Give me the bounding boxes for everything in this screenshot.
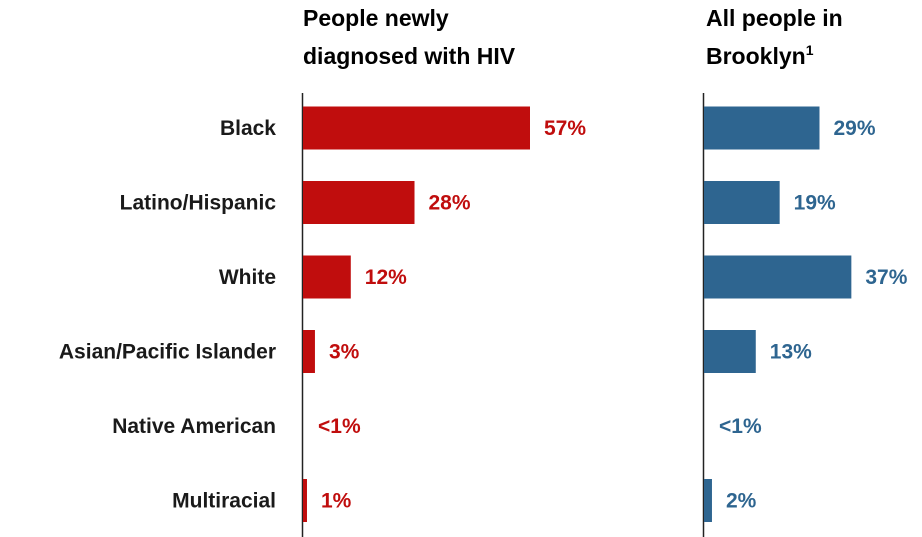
bar-hiv-asian-pacific-islander <box>303 330 315 373</box>
data-label-hiv-native-american: <1% <box>318 415 361 438</box>
data-label-hiv-multiracial: 1% <box>321 490 352 513</box>
data-label-hiv-asian-pacific-islander: 3% <box>329 341 360 364</box>
series-title-brooklyn: All people in Brooklyn1 <box>706 5 843 69</box>
category-label-latino-hispanic: Latino/Hispanic <box>120 192 277 215</box>
data-label-brooklyn-multiracial: 2% <box>726 490 757 513</box>
category-label-asian-pacific-islander: Asian/Pacific Islander <box>59 341 276 364</box>
bars-brooklyn: 29% 19% 37% 13% <1% 2% <box>704 106 908 522</box>
category-label-white: White <box>219 266 276 289</box>
bar-hiv-black <box>303 106 530 150</box>
data-label-brooklyn-white: 37% <box>865 266 907 289</box>
bar-brooklyn-multiracial <box>704 479 712 522</box>
data-label-brooklyn-black: 29% <box>833 117 875 140</box>
data-label-brooklyn-native-american: <1% <box>719 415 762 438</box>
bar-brooklyn-latino-hispanic <box>704 181 780 224</box>
series-title-hiv: People newly diagnosed with HIV <box>303 5 516 69</box>
series-title-hiv-line-2: diagnosed with HIV <box>303 43 516 69</box>
data-label-hiv-white: 12% <box>365 266 407 289</box>
bar-hiv-latino-hispanic <box>303 181 415 224</box>
category-label-black: Black <box>220 117 276 140</box>
category-label-native-american: Native American <box>112 415 276 438</box>
bar-hiv-white <box>303 255 351 299</box>
data-label-brooklyn-latino-hispanic: 19% <box>794 192 836 215</box>
series-title-brooklyn-line-2-text: Brooklyn <box>706 43 806 69</box>
data-label-brooklyn-asian-pacific-islander: 13% <box>770 341 812 364</box>
data-label-hiv-black: 57% <box>544 117 586 140</box>
category-label-multiracial: Multiracial <box>172 490 276 513</box>
series-title-brooklyn-line-1: All people in <box>706 5 843 31</box>
bar-hiv-multiracial <box>303 479 307 522</box>
bar-brooklyn-white <box>704 255 852 299</box>
category-labels: Black Latino/Hispanic White Asian/Pacifi… <box>59 117 276 513</box>
series-title-brooklyn-line-2: Brooklyn1 <box>706 42 814 69</box>
data-label-hiv-latino-hispanic: 28% <box>429 192 471 215</box>
bar-brooklyn-asian-pacific-islander <box>704 330 756 373</box>
series-title-hiv-line-1: People newly <box>303 5 449 31</box>
bar-brooklyn-black <box>704 106 820 150</box>
bars-hiv: 57% 28% 12% 3% <1% 1% <box>303 106 586 522</box>
series-title-brooklyn-footnote: 1 <box>806 42 814 58</box>
